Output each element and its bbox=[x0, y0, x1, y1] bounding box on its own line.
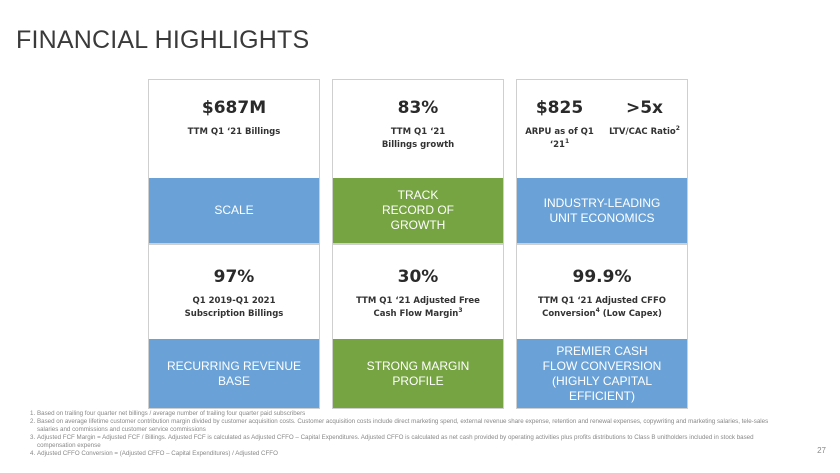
page-title: FINANCIAL HIGHLIGHTS bbox=[16, 26, 310, 54]
banner-track-record: TRACK RECORD OF GROWTH bbox=[333, 178, 503, 243]
footnotes: 1. Based on trailing four quarter net bil… bbox=[30, 410, 790, 459]
metric-label: Q1 2019-Q1 2021 Subscription Billings bbox=[184, 296, 284, 319]
banner-unit-economics: INDUSTRY-LEADING UNIT ECONOMICS bbox=[517, 178, 687, 243]
metric-label: TTM Q1 ‘21 Adjusted Free Cash Flow Margi… bbox=[356, 296, 480, 319]
footnote-item: 3. Adjusted FCF Margin = Adjusted FCF / B… bbox=[30, 434, 754, 450]
banner-cash-flow: PREMIER CASH FLOW CONVERSION (HIGHLY CAP… bbox=[517, 339, 687, 408]
banner-margin-profile: STRONG MARGIN PROFILE bbox=[333, 339, 503, 408]
metric-value: 30% bbox=[397, 267, 439, 287]
metric-value: $687M bbox=[201, 98, 267, 118]
banner-recurring-revenue: RECURRING REVENUE BASE bbox=[149, 339, 319, 408]
metric-value: 97% bbox=[213, 267, 255, 287]
card-track-record-metric: 83% TTM Q1 ‘21 Billings growth bbox=[333, 80, 503, 175]
metric-label: TTM Q1 ‘21 Billings bbox=[187, 127, 281, 137]
metric-label: ARPU as of Q1 ‘211 bbox=[525, 127, 594, 150]
page-number: 27 bbox=[817, 446, 826, 455]
banner-scale: SCALE bbox=[149, 178, 319, 243]
card-recurring-revenue-metric: 97% Q1 2019-Q1 2021 Subscription Billing… bbox=[149, 245, 319, 340]
card-scale-metric: $687M TTM Q1 ‘21 Billings bbox=[149, 80, 319, 175]
metric-label: TTM Q1 ‘21 Adjusted CFFO Conversion4 (Lo… bbox=[538, 296, 666, 319]
footnote-item: 4. Adjusted CFFO Conversion = (Adjusted C… bbox=[30, 450, 278, 458]
card-unit-economics: $825 ARPU as of Q1 ‘211 >5x LTV/CAC Rati… bbox=[516, 79, 688, 244]
card-cash-flow: 99.9% TTM Q1 ‘21 Adjusted CFFO Conversio… bbox=[516, 244, 688, 409]
metric-arpu: $825 ARPU as of Q1 ‘211 bbox=[517, 80, 602, 152]
card-recurring-revenue: 97% Q1 2019-Q1 2021 Subscription Billing… bbox=[148, 244, 320, 409]
footnote-ref: 4 bbox=[595, 307, 600, 315]
footnote-item: 2. Based on average lifetime customer con… bbox=[30, 418, 769, 434]
footnote-ref: 3 bbox=[458, 307, 463, 315]
card-cash-flow-metric: 99.9% TTM Q1 ‘21 Adjusted CFFO Conversio… bbox=[517, 245, 687, 340]
metric-ltv-cac: >5x LTV/CAC Ratio2 bbox=[602, 80, 687, 152]
metric-label: TTM Q1 ‘21 Billings growth bbox=[381, 127, 455, 150]
metric-label: LTV/CAC Ratio2 bbox=[609, 125, 680, 137]
card-track-record: 83% TTM Q1 ‘21 Billings growth TRACK REC… bbox=[332, 79, 504, 244]
card-margin-profile-metric: 30% TTM Q1 ‘21 Adjusted Free Cash Flow M… bbox=[333, 245, 503, 340]
footnote-ref: 2 bbox=[675, 125, 680, 133]
metric-value: $825 bbox=[535, 98, 584, 118]
footnote-item: 1. Based on trailing four quarter net bil… bbox=[30, 410, 306, 417]
card-unit-economics-metrics: $825 ARPU as of Q1 ‘211 >5x LTV/CAC Rati… bbox=[517, 80, 687, 175]
card-margin-profile: 30% TTM Q1 ‘21 Adjusted Free Cash Flow M… bbox=[332, 244, 504, 409]
metric-value: >5x bbox=[625, 98, 664, 118]
card-scale: $687M TTM Q1 ‘21 Billings SCALE bbox=[148, 79, 320, 244]
metric-value: 83% bbox=[397, 98, 439, 118]
footnote-ref: 1 bbox=[564, 138, 570, 146]
metric-value: 99.9% bbox=[572, 267, 632, 287]
